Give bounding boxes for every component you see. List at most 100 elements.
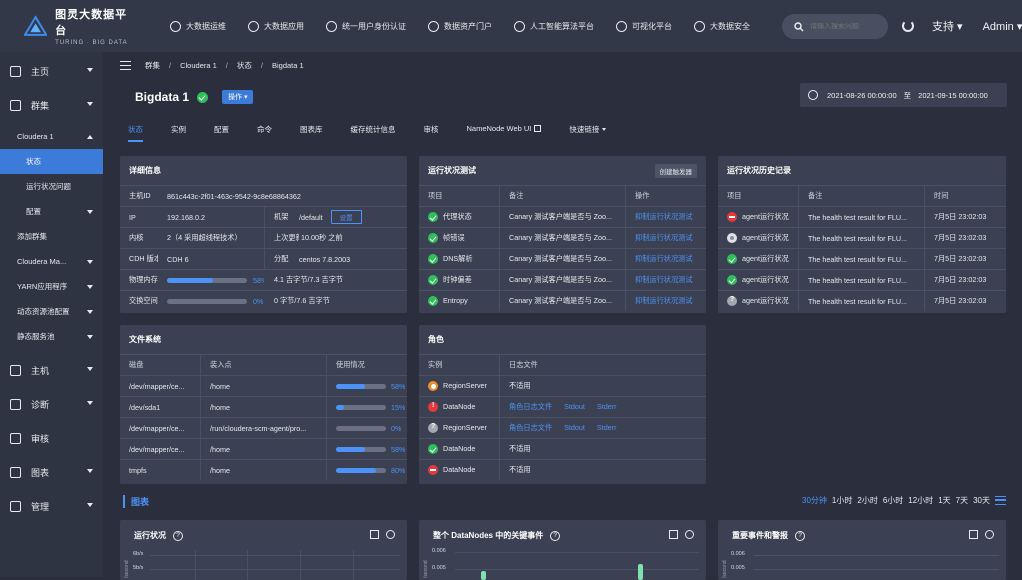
sidebar-item-runtime-issues[interactable]: 运行状况问题	[26, 182, 71, 191]
suppress-test-link[interactable]: 抑制运行状况测试	[635, 296, 693, 305]
role-instance[interactable]: RegionServer	[443, 422, 487, 432]
alert-circle-icon	[428, 402, 438, 413]
range-6h[interactable]: 6小时	[882, 496, 904, 505]
history-note: The health test result for FLU...	[808, 296, 908, 306]
chart-menu-icon[interactable]	[995, 496, 1006, 505]
filesystem-panel: 文件系统 磁盘 装入点 使用情况 /dev/mapper/ce... /home 5…	[120, 325, 407, 484]
role-stderr-link[interactable]: Stderr	[596, 423, 617, 432]
topnav-bigdata-apps[interactable]: 大数据应用	[248, 20, 304, 32]
expand-icon[interactable]	[969, 530, 978, 539]
role-log-file[interactable]: 角色日志文件	[509, 423, 553, 432]
memory-text: 4.1 吉字节/7.3 吉字节	[274, 275, 344, 284]
sidebar-item-static-pools[interactable]: 静态服务池	[0, 324, 103, 349]
sidebar-item-hosts[interactable]: 主机	[0, 353, 103, 387]
role-stdout-link[interactable]: Stdout	[564, 402, 585, 411]
health-test-row: 时钟偏差 Canary 测试客户端是否与 Zoo... 抑制运行状况测试	[419, 269, 706, 290]
rack-set-button[interactable]: 设置	[330, 210, 362, 224]
topnav-ai-platform[interactable]: 人工智能算法平台	[514, 20, 594, 32]
sidebar-item-cloudera-manager[interactable]: Cloudera Ma...	[0, 249, 103, 274]
role-stdout-link[interactable]: Stdout	[564, 423, 585, 432]
role-instance[interactable]: DataNode	[443, 464, 476, 474]
tick-label: 0.005	[731, 565, 745, 571]
tab-audit[interactable]: 审核	[423, 125, 439, 134]
range-30d[interactable]: 30天	[973, 496, 990, 505]
date-range-picker[interactable]: 2021-08-26 00:00:00 至 2021-09-15 00:00:0…	[800, 83, 1007, 107]
sidebar-item-yarn[interactable]: YARN应用程序	[0, 274, 103, 299]
suppress-test-link[interactable]: 抑制运行状况测试	[635, 212, 693, 221]
topnav-bigdata-ops[interactable]: 大数据运维	[170, 20, 226, 32]
disk-name: /dev/sda1	[129, 402, 161, 412]
search-box[interactable]	[782, 14, 888, 39]
history-item: agent运行状况	[742, 211, 789, 221]
range-2h[interactable]: 2小时	[857, 496, 878, 505]
help-icon[interactable]: ?	[550, 530, 561, 541]
chevron-down-icon	[87, 503, 93, 507]
gear-icon[interactable]	[386, 530, 395, 539]
health-test-row: Entropy Canary 测试客户端是否与 Zoo... 抑制运行状况测试	[419, 290, 706, 311]
tab-status[interactable]: 状态	[128, 124, 143, 142]
filesystem-header-row: 磁盘 装入点 使用情况	[120, 354, 407, 375]
help-icon[interactable]: ?	[173, 530, 183, 541]
role-instance[interactable]: DataNode	[443, 401, 476, 411]
role-instance[interactable]: RegionServer	[443, 380, 487, 390]
sidebar-item-config[interactable]: 配置	[0, 199, 103, 224]
breadcrumb-clusters[interactable]: 群集	[145, 61, 160, 70]
help-icon[interactable]: ?	[795, 530, 805, 541]
tab-quick-links[interactable]: 快速链接	[569, 124, 607, 142]
search-input[interactable]	[810, 23, 880, 30]
sidebar-item-cloudera1[interactable]: Cloudera 1	[0, 124, 103, 149]
expand-icon[interactable]	[669, 530, 678, 539]
range-30min[interactable]: 30分钟	[802, 496, 827, 505]
breadcrumb-current: Bigdata 1	[271, 61, 304, 70]
tab-instances[interactable]: 实例	[171, 125, 186, 134]
sidebar-item-admin[interactable]: 管理	[0, 489, 103, 523]
sidebar-item-dynamic-pools[interactable]: 动态资源池配置	[0, 299, 103, 324]
role-stderr-link[interactable]: Stderr	[596, 402, 617, 411]
range-7d[interactable]: 7天	[955, 496, 969, 505]
sidebar-item-diagnostics[interactable]: 诊断	[0, 387, 103, 421]
tab-config[interactable]: 配置	[214, 125, 229, 134]
suppress-test-link[interactable]: 抑制运行状况测试	[635, 233, 693, 242]
user-menu[interactable]: Admin ▾	[982, 20, 1022, 33]
brand-logo[interactable]: 图灵大数据平台 TURING · BIG DATA	[0, 0, 130, 52]
tab-namenode-web-ui[interactable]: NameNode Web UI	[467, 124, 542, 142]
detail-row-cdh: CDH 版本 CDH 6 分配 centos 7.8.2003	[120, 248, 407, 269]
sidebar-item-status[interactable]: 状态	[0, 149, 103, 174]
range-12h[interactable]: 12小时	[908, 496, 934, 505]
health-test-name: DNS解析	[443, 253, 473, 263]
operations-button[interactable]: 操作 ▾	[222, 90, 254, 104]
tab-chart-library[interactable]: 图表库	[300, 125, 323, 134]
tab-cache-stats[interactable]: 缓存统计信息	[350, 125, 396, 134]
suppress-test-link[interactable]: 抑制运行状况测试	[635, 254, 693, 263]
filesystem-row: /dev/sda1/home 15%	[120, 396, 407, 417]
breadcrumb-status[interactable]: 状态	[236, 61, 252, 70]
topnav-visualization[interactable]: 可视化平台	[616, 20, 672, 32]
topnav-security[interactable]: 大数据安全	[694, 20, 750, 32]
suppress-test-link[interactable]: 抑制运行状况测试	[635, 275, 693, 284]
range-1d[interactable]: 1天	[938, 496, 951, 505]
role-log-file[interactable]: 角色日志文件	[509, 402, 553, 411]
create-trigger-button[interactable]: 创建触发器	[654, 164, 697, 178]
sidebar-item-charts[interactable]: 图表	[0, 455, 103, 489]
breadcrumb-cloudera1[interactable]: Cloudera 1	[180, 61, 217, 70]
expand-icon[interactable]	[370, 530, 379, 539]
chevron-down-icon	[87, 367, 93, 371]
role-instance[interactable]: DataNode	[443, 443, 476, 453]
support-menu[interactable]: 支持 ▾	[932, 21, 963, 33]
chevron-down-icon	[87, 210, 93, 214]
gear-icon[interactable]	[685, 530, 694, 539]
range-1h[interactable]: 1小时	[831, 496, 853, 505]
sidebar-item-home[interactable]: 主页	[0, 54, 103, 88]
role-row: RegionServer 角色日志文件 Stdout Stderr	[419, 417, 706, 438]
external-link-icon	[534, 125, 542, 132]
sidebar-item-clusters[interactable]: 群集	[0, 88, 103, 122]
sidebar-item-add-cluster[interactable]: 添加群集	[17, 232, 47, 241]
menu-toggle-icon[interactable]	[120, 61, 131, 70]
gear-icon[interactable]	[985, 530, 994, 539]
refresh-icon[interactable]	[902, 20, 914, 32]
tab-commands[interactable]: 命令	[257, 125, 272, 134]
topnav-data-assets[interactable]: 数据资产门户	[428, 20, 492, 32]
topnav-identity-auth[interactable]: 统一用户身份认证	[326, 20, 406, 32]
sidebar-item-audit[interactable]: 审核	[0, 421, 103, 455]
unknown-circle-icon	[428, 423, 438, 434]
